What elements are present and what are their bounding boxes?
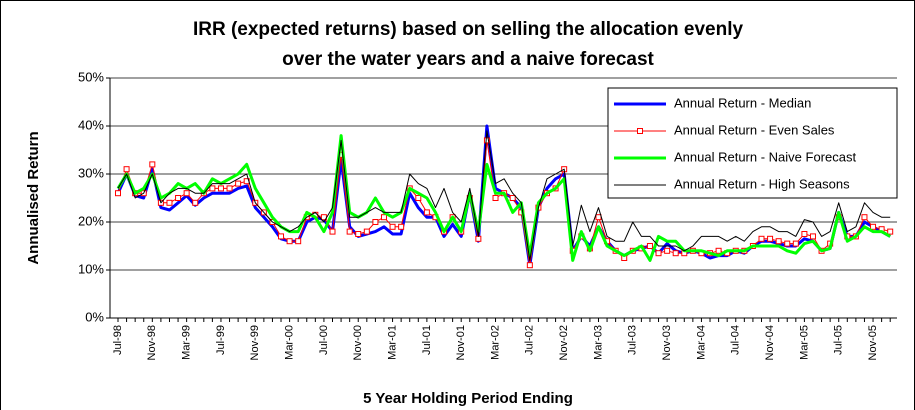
legend-label: Annual Return - Naive Forecast <box>674 149 856 164</box>
chart-title: over the water years and a naive forecas… <box>282 49 654 70</box>
series-marker <box>363 228 370 235</box>
series-marker <box>192 199 199 206</box>
series-marker <box>595 214 602 221</box>
y-tick-label: 0% <box>85 309 104 324</box>
x-tick-label: Jul-01 <box>421 325 433 355</box>
series-marker <box>217 185 224 192</box>
y-tick-label: 50% <box>78 69 104 84</box>
series-marker <box>646 243 653 249</box>
x-tick-label: Nov-98 <box>146 325 158 360</box>
series-marker <box>166 199 173 206</box>
legend-marker <box>637 128 643 134</box>
series-marker <box>415 195 422 201</box>
y-tick-label: 20% <box>78 213 104 228</box>
legend-label: Annual Return - High Seasons <box>674 176 850 191</box>
series-marker <box>295 238 302 245</box>
x-tick-label: Nov-04 <box>764 325 776 360</box>
y-tick-label: 30% <box>78 165 104 180</box>
x-tick-label: Jul-98 <box>112 325 124 355</box>
x-tick-label: Jul-00 <box>318 325 330 355</box>
legend-box <box>607 87 898 199</box>
series-marker <box>123 166 130 173</box>
x-tick-label: Nov-99 <box>249 325 261 360</box>
x-tick-label: Nov-00 <box>352 325 364 360</box>
series-marker <box>183 190 190 197</box>
series-marker <box>861 214 868 221</box>
x-tick-label: Nov-05 <box>867 325 879 360</box>
x-tick-label: Jul-03 <box>627 325 639 355</box>
x-tick-label: Mar-01 <box>386 325 398 360</box>
x-tick-label: Mar-00 <box>284 325 296 360</box>
series-marker <box>664 247 671 254</box>
x-tick-label: Nov-03 <box>661 325 673 360</box>
series-marker <box>809 233 816 240</box>
series-line <box>116 134 891 262</box>
series-marker <box>389 223 396 230</box>
series-marker <box>423 209 430 216</box>
legend-label: Annual Return - Median <box>674 95 811 110</box>
series-marker <box>715 247 722 254</box>
plot-area: 0% 10% 20% 30% 40% 50% Jul-98 Nov-98 Mar-99 Jul-9… <box>78 69 898 360</box>
x-tick-label: Mar-05 <box>798 325 810 360</box>
x-tick-label: Mar-03 <box>592 325 604 360</box>
x-tick-label: Mar-02 <box>489 325 501 360</box>
series-marker <box>509 195 516 201</box>
x-tick-label: Jul-04 <box>730 325 742 355</box>
series-marker <box>483 137 490 144</box>
series-marker <box>526 262 533 269</box>
series-marker <box>792 240 799 247</box>
legend-label: Annual Return - Even Sales <box>674 122 835 137</box>
series-marker <box>175 195 182 201</box>
x-tick-label: Mar-99 <box>181 325 193 360</box>
series-marker <box>775 238 782 245</box>
series-marker <box>226 185 233 192</box>
series-marker <box>346 228 353 235</box>
series-marker <box>235 180 242 187</box>
series-marker <box>870 223 877 230</box>
x-tick-label: Nov-02 <box>558 325 570 360</box>
series-marker <box>286 238 293 245</box>
chart-title: IRR (expected returns) based on selling … <box>193 19 744 40</box>
series-marker <box>372 219 379 225</box>
x-tick-label: Jul-99 <box>215 325 227 355</box>
series-marker <box>767 235 774 242</box>
series-marker <box>278 233 285 240</box>
series-marker <box>887 228 894 235</box>
series-marker <box>398 223 405 230</box>
y-tick-label: 10% <box>78 261 104 276</box>
series-marker <box>329 228 336 235</box>
x-tick-label: Nov-01 <box>455 325 467 360</box>
series-marker <box>209 185 216 192</box>
x-axis-title: 5 Year Holding Period Ending <box>363 390 573 407</box>
series-marker <box>672 250 679 257</box>
series-marker <box>475 235 482 242</box>
y-axis-title: Annualised Return <box>25 131 42 264</box>
series-line <box>117 130 891 261</box>
x-tick-label: Mar-04 <box>695 325 707 360</box>
x-tick-label: Jul-02 <box>524 325 536 355</box>
series-marker <box>784 240 791 247</box>
series-marker <box>801 231 808 237</box>
series-marker <box>149 161 156 168</box>
series-marker <box>115 190 121 197</box>
series-marker <box>380 214 387 221</box>
y-tick-label: 40% <box>78 117 104 132</box>
x-tick-label: Jul-05 <box>833 325 845 355</box>
series-marker <box>758 235 765 242</box>
series-marker <box>492 195 499 201</box>
series-marker <box>655 250 662 257</box>
series-marker <box>355 231 362 237</box>
